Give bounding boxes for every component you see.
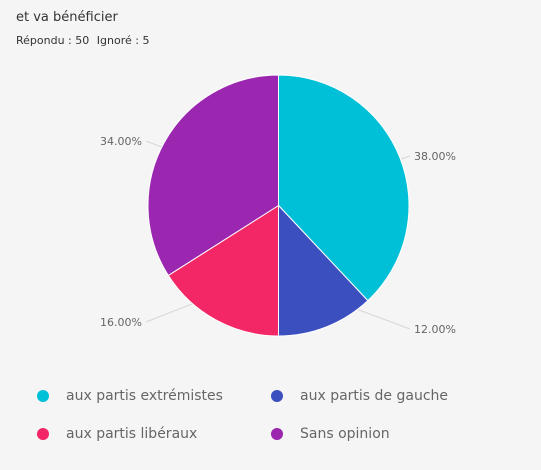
legend-item-aux-partis-liberaux[interactable]: aux partis libéraux — [37, 426, 197, 442]
pie-slice-0[interactable] — [278, 74, 410, 302]
answered-count: Répondu : 50 — [16, 34, 90, 47]
legend-item-aux-partis-extremistes[interactable]: aux partis extrémistes — [37, 388, 223, 404]
legend-label: aux partis libéraux — [66, 426, 198, 442]
pie-slice-3[interactable] — [147, 74, 279, 277]
legend-label: aux partis de gauche — [300, 388, 449, 404]
legend-swatch — [37, 390, 49, 402]
slice-percent-label-0: 38.00% — [414, 150, 456, 163]
legend-swatch — [271, 428, 283, 440]
legend-item-aux-partis-de-gauche[interactable]: aux partis de gauche — [271, 388, 448, 404]
slice-percent-label-3: 34.00% — [100, 135, 142, 148]
pie-chart: 38.00% 12.00% 16.00% 34.00% — [100, 74, 456, 337]
legend-swatch — [271, 390, 283, 402]
legend-swatch — [37, 428, 49, 440]
pie-slice-2[interactable] — [167, 204, 279, 337]
legend-label: aux partis extrémistes — [66, 388, 223, 404]
slice-percent-label-2: 16.00% — [100, 316, 142, 329]
question-title: et va bénéficier — [16, 10, 118, 25]
ignored-count: Ignoré : 5 — [96, 34, 150, 47]
slice-percent-label-1: 12.00% — [414, 323, 456, 336]
legend-item-sans-opinion[interactable]: Sans opinion — [271, 426, 390, 442]
legend-label: Sans opinion — [300, 426, 390, 442]
pie-slice-1[interactable] — [278, 204, 369, 337]
response-stats: Répondu : 50 Ignoré : 5 — [16, 34, 149, 47]
